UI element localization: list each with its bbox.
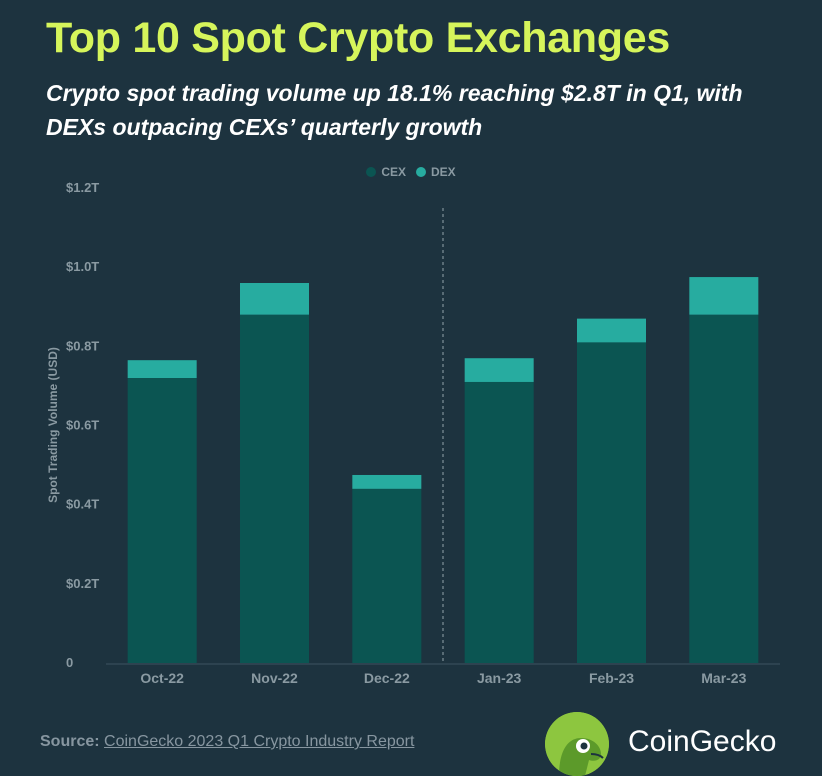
- legend-label-dex: DEX: [431, 165, 456, 179]
- x-tick-label: Nov-22: [251, 670, 298, 686]
- y-tick-label: $1.2T: [66, 180, 99, 195]
- legend-label-cex: CEX: [381, 165, 406, 179]
- bar-chart: 0 $0.2T $0.4T $0.6T $0.8T $1.0T $1.2T Spot Trad…: [46, 180, 780, 686]
- y-tick-label: $1.0T: [66, 259, 99, 274]
- y-axis-label: Spot Trading Volume (USD): [46, 347, 60, 503]
- bar-dex-dec-22: [352, 474, 422, 489]
- legend-item-dex: DEX: [416, 165, 456, 179]
- source-link[interactable]: CoinGecko 2023 Q1 Crypto Industry Report: [104, 733, 415, 750]
- x-tick-label: Dec-22: [364, 670, 410, 686]
- bar-cex-dec-22: [352, 488, 422, 663]
- source-note: Source: CoinGecko 2023 Q1 Crypto Industr…: [40, 733, 414, 751]
- legend-item-cex: CEX: [366, 165, 406, 179]
- y-tick-label: 0: [66, 655, 73, 670]
- bar-cex-feb-23: [577, 342, 646, 663]
- brand-name: CoinGecko: [628, 725, 777, 758]
- x-tick-label: Oct-22: [140, 670, 184, 686]
- legend-swatch-dex: [416, 167, 426, 177]
- bar-dex-nov-22: [240, 283, 309, 315]
- y-tick-label: $0.2T: [66, 576, 99, 591]
- chart-legend: CEX DEX: [0, 165, 822, 179]
- x-tick-label: Feb-23: [589, 670, 634, 686]
- bar-dex-mar-23: [689, 277, 759, 315]
- x-tick-label: Mar-23: [701, 670, 746, 686]
- bar-cex-nov-22: [240, 314, 309, 663]
- bar-dex-oct-22: [127, 360, 197, 378]
- bar-cex-oct-22: [127, 378, 197, 663]
- bar-cex-mar-23: [689, 314, 759, 663]
- gecko-logo-icon: [545, 712, 609, 776]
- x-tick-label: Jan-23: [477, 670, 522, 686]
- bar-dex-feb-23: [577, 318, 646, 343]
- y-tick-label: $0.4T: [66, 497, 99, 512]
- legend-swatch-cex: [366, 167, 377, 177]
- y-tick-label: $0.8T: [66, 338, 99, 353]
- source-label: Source:: [40, 733, 100, 750]
- bar-dex-jan-23: [464, 358, 534, 382]
- bar-cex-jan-23: [464, 381, 534, 663]
- y-tick-label: $0.6T: [66, 418, 99, 433]
- chart-title: Top 10 Spot Crypto Exchanges: [46, 14, 670, 62]
- chart-subtitle: Crypto spot trading volume up 18.1% reac…: [46, 80, 743, 140]
